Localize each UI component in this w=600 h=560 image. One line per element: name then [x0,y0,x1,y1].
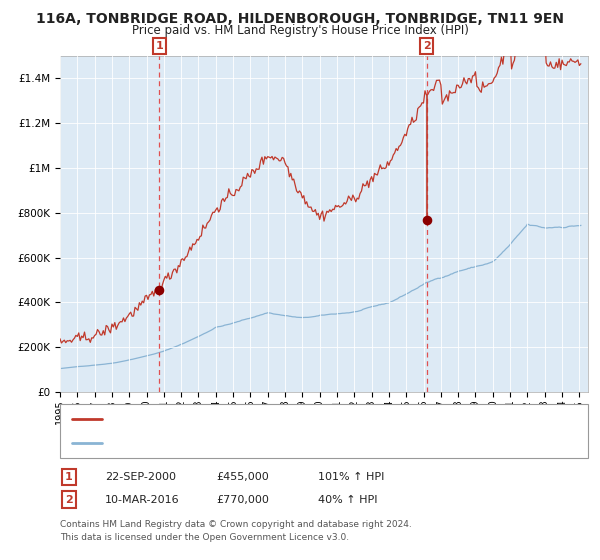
Text: This data is licensed under the Open Government Licence v3.0.: This data is licensed under the Open Gov… [60,533,349,542]
Text: 10-MAR-2016: 10-MAR-2016 [105,494,179,505]
Text: 116A, TONBRIDGE ROAD, HILDENBOROUGH, TONBRIDGE, TN11 9EN (detached house): 116A, TONBRIDGE ROAD, HILDENBOROUGH, TON… [108,414,532,424]
Text: 116A, TONBRIDGE ROAD, HILDENBOROUGH, TONBRIDGE, TN11 9EN: 116A, TONBRIDGE ROAD, HILDENBOROUGH, TON… [36,12,564,26]
Text: 1: 1 [65,472,73,482]
Text: Price paid vs. HM Land Registry's House Price Index (HPI): Price paid vs. HM Land Registry's House … [131,24,469,37]
Text: £455,000: £455,000 [216,472,269,482]
Text: Contains HM Land Registry data © Crown copyright and database right 2024.: Contains HM Land Registry data © Crown c… [60,520,412,529]
Text: 101% ↑ HPI: 101% ↑ HPI [318,472,385,482]
Text: £770,000: £770,000 [216,494,269,505]
Point [422,215,431,224]
Point [154,286,164,295]
Text: 2: 2 [423,41,431,51]
Text: 1: 1 [155,41,163,51]
Text: 40% ↑ HPI: 40% ↑ HPI [318,494,377,505]
Text: 22-SEP-2000: 22-SEP-2000 [105,472,176,482]
Text: 2: 2 [65,494,73,505]
Text: HPI: Average price, detached house, Tonbridge and Malling: HPI: Average price, detached house, Tonb… [108,437,396,447]
